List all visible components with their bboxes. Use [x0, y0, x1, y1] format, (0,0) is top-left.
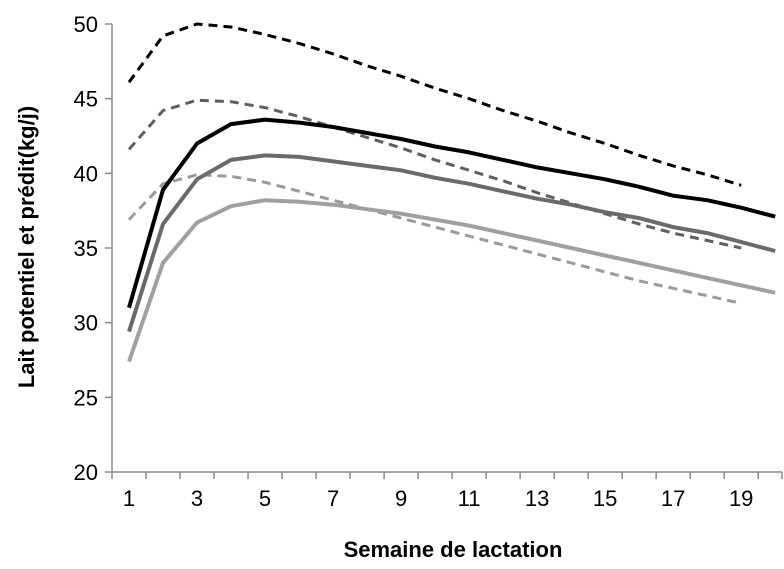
x-axis-title: Semaine de lactation [344, 537, 563, 562]
series-layer [127, 22, 776, 363]
x-tick-label: 13 [525, 486, 549, 511]
y-axis-title: Lait potentiel et prédit(kg/j) [14, 106, 39, 388]
x-tick-label: 9 [395, 486, 407, 511]
x-tick-label: 15 [593, 486, 617, 511]
series-line-6 [127, 198, 776, 363]
y-tick-label: 35 [74, 236, 98, 261]
x-tick-label: 1 [123, 486, 135, 511]
y-tick-group: 20 25 30 35 40 45 50 [74, 12, 112, 485]
x-tick-label: 5 [259, 486, 271, 511]
x-tick-group: 1 3 5 7 9 11 13 15 17 19 [111, 472, 783, 511]
series-line-4 [127, 117, 776, 309]
y-tick-label: 45 [74, 87, 98, 112]
series-line-2 [127, 98, 742, 250]
x-tick-label: 19 [729, 486, 753, 511]
x-tick-label: 17 [661, 486, 685, 511]
series-line-5 [127, 153, 776, 333]
series-line-1 [127, 22, 742, 187]
x-tick-label: 7 [327, 486, 339, 511]
y-tick-label: 25 [74, 385, 98, 410]
y-tick-label: 40 [74, 161, 98, 186]
series-line-3 [127, 173, 742, 305]
x-tick-label: 3 [191, 486, 203, 511]
y-tick-label: 50 [74, 12, 98, 37]
y-tick-label: 20 [74, 460, 98, 485]
x-tick-label: 11 [458, 486, 481, 511]
y-tick-label: 30 [74, 311, 98, 336]
